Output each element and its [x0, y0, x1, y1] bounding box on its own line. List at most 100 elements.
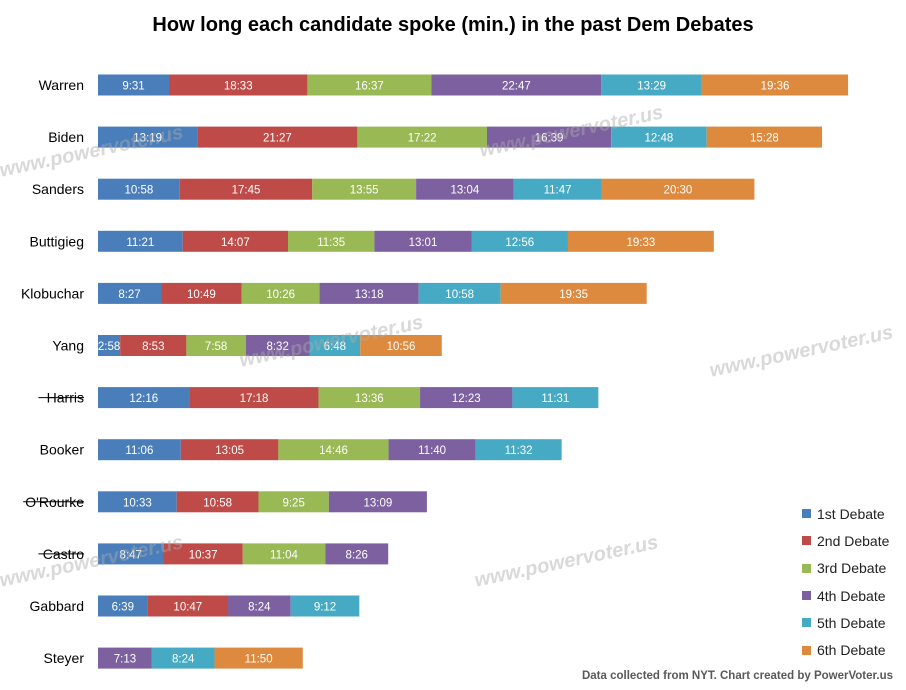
legend-swatch	[802, 563, 811, 573]
legend-label: 6th Debate	[817, 642, 886, 659]
bar-segment	[98, 74, 170, 96]
bar-value-label: 12:16	[129, 393, 158, 405]
bar-segment	[360, 335, 442, 356]
bar-value-label: 6:39	[112, 602, 134, 614]
category-label: Steyer	[44, 650, 85, 666]
bar-segment	[98, 439, 181, 461]
chart-legend: 1st Debate 2nd Debate 3rd Debate 4th Debate…	[802, 500, 889, 664]
bar-segment	[420, 387, 513, 409]
bar-segment	[176, 491, 259, 513]
bar-segment	[98, 595, 148, 617]
bar-value-label: 10:58	[125, 185, 154, 197]
bar-value-label: 10:58	[445, 289, 474, 301]
bar-value-label: 20:30	[664, 185, 693, 197]
bar-segment	[416, 178, 514, 200]
bar-segment	[418, 282, 501, 304]
legend-item: 6th Debate	[802, 636, 889, 663]
bar-value-label: 9:12	[314, 602, 336, 614]
bar-value-label: 12:48	[645, 133, 674, 145]
bar-segment	[242, 543, 326, 565]
bar-segment	[228, 595, 291, 617]
bar-value-label: 10:26	[266, 289, 295, 301]
bar-segment	[245, 335, 310, 356]
bar-value-label: 10:37	[189, 549, 218, 561]
bar-value-label: 8:24	[172, 654, 195, 666]
bar-value-label: 13:18	[355, 289, 384, 301]
legend-swatch	[802, 645, 811, 655]
bar-value-label: 8:26	[346, 549, 368, 561]
bar-segment	[318, 387, 421, 409]
category-label: Buttigieg	[30, 233, 84, 249]
bar-segment	[98, 335, 121, 356]
legend-swatch	[802, 618, 811, 628]
bar-value-label: 19:36	[761, 81, 790, 93]
bar-segment	[98, 647, 152, 669]
bar-value-label: 10:33	[123, 497, 152, 509]
bar-value-label: 21:27	[263, 133, 292, 145]
bar-segment	[312, 178, 417, 200]
bar-segment	[701, 74, 849, 96]
bar-value-label: 10:56	[387, 341, 416, 353]
legend-item: 3rd Debate	[802, 555, 889, 582]
legend-item: 1st Debate	[802, 500, 889, 527]
bar-segment	[278, 439, 389, 461]
bar-value-label: 9:31	[122, 81, 144, 93]
bar-value-label: 18:33	[224, 81, 253, 93]
bar-value-label: 13:04	[450, 185, 479, 197]
bar-value-label: 12:23	[452, 393, 481, 405]
bar-value-label: 7:13	[114, 654, 136, 666]
legend-swatch	[802, 509, 811, 519]
category-label: Yang	[52, 338, 84, 354]
bar-value-label: 13:01	[409, 237, 438, 249]
bar-segment	[500, 282, 647, 304]
bar-value-label: 13:19	[133, 133, 162, 145]
bar-value-label: 8:47	[120, 549, 142, 561]
bar-segment	[120, 335, 187, 356]
bar-segment	[290, 595, 360, 617]
bar-value-label: 13:09	[363, 497, 392, 509]
bar-value-label: 10:58	[203, 497, 232, 509]
bar-segment	[98, 178, 180, 200]
legend-swatch	[802, 536, 811, 546]
bar-value-label: 9:25	[282, 497, 304, 509]
bar-segment	[319, 282, 419, 304]
bar-segment	[567, 230, 714, 252]
bar-segment	[374, 230, 472, 252]
bar-value-label: 13:36	[355, 393, 384, 405]
legend-item: 5th Debate	[802, 609, 889, 636]
bar-segment	[180, 439, 279, 461]
bar-value-label: 13:05	[215, 445, 244, 457]
bar-value-label: 19:35	[559, 289, 588, 301]
bar-segment	[98, 282, 162, 304]
category-label: Sanders	[32, 181, 84, 197]
bar-value-label: 10:47	[173, 602, 202, 614]
bar-segment	[471, 230, 568, 252]
bar-value-label: 17:18	[240, 393, 269, 405]
category-label: Warren	[39, 77, 84, 93]
bar-value-label: 19:33	[627, 237, 656, 249]
bar-value-label: 11:06	[125, 445, 153, 457]
bar-segment	[151, 647, 215, 669]
bar-value-label: 7:58	[205, 341, 227, 353]
category-label: Booker	[40, 442, 85, 458]
source-note: Data collected from NYT. Chart created b…	[581, 670, 893, 682]
bar-value-label: 10:49	[187, 289, 216, 301]
legend-label: 1st Debate	[817, 505, 885, 522]
bar-value-label: 14:46	[319, 445, 348, 457]
category-label: Biden	[48, 129, 84, 145]
bar-value-label: 6:48	[324, 341, 346, 353]
bar-value-label: 11:35	[317, 237, 345, 249]
bar-value-label: 8:53	[142, 341, 164, 353]
bar-value-label: 8:27	[118, 289, 140, 301]
bar-segment	[307, 74, 432, 96]
bar-value-label: 17:22	[408, 133, 437, 145]
bar-segment	[611, 126, 707, 148]
bar-segment	[214, 647, 303, 669]
bar-value-label: 17:45	[232, 185, 261, 197]
bar-value-label: 8:24	[248, 602, 271, 614]
bar-segment	[486, 126, 612, 148]
bar-value-label: 11:32	[505, 445, 533, 457]
bar-segment	[241, 282, 320, 304]
bar-segment	[147, 595, 229, 617]
